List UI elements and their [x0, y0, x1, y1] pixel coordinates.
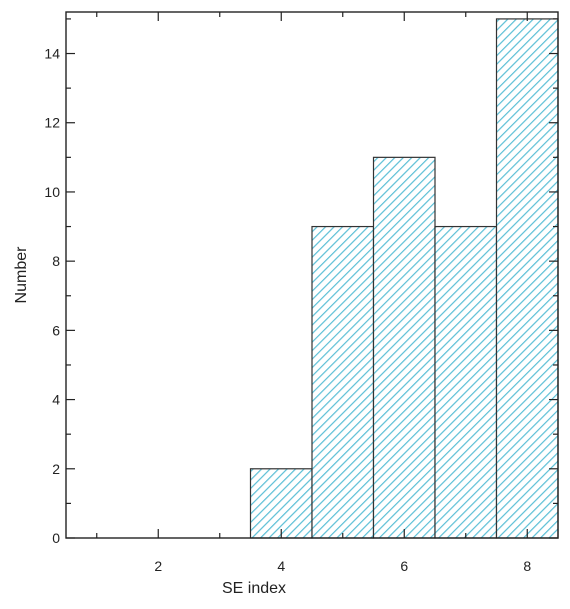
bars-group [249, 18, 559, 539]
y-tick-label-2: 2 [52, 461, 60, 477]
x-axis-title: SE index [222, 580, 286, 597]
histogram-bar-5 [311, 225, 375, 539]
histogram-bar-8 [495, 18, 559, 539]
y-tick-label-12: 12 [44, 115, 60, 131]
y-tick-label-10: 10 [44, 184, 60, 200]
plot-frame [65, 11, 559, 539]
y-tick-label-4: 4 [52, 392, 60, 408]
x-tick-label-6: 6 [400, 558, 408, 574]
histogram-bar-7 [434, 225, 498, 539]
y-tick-label-6: 6 [52, 322, 60, 338]
histogram-bar-6 [372, 156, 436, 539]
x-tick-label-4: 4 [277, 558, 285, 574]
y-tick-label-8: 8 [52, 253, 60, 269]
x-tick-label-8: 8 [523, 558, 531, 574]
y-tick-label-14: 14 [44, 46, 60, 62]
y-ticks-group: 0 2 4 6 8 10 12 14 [44, 18, 558, 546]
y-axis-title: Number [13, 246, 30, 304]
histogram-bar-4 [249, 468, 313, 539]
y-tick-label-0: 0 [52, 530, 60, 546]
x-tick-label-2: 2 [154, 558, 162, 574]
x-ticks-group: 2 4 6 8 [96, 12, 531, 574]
